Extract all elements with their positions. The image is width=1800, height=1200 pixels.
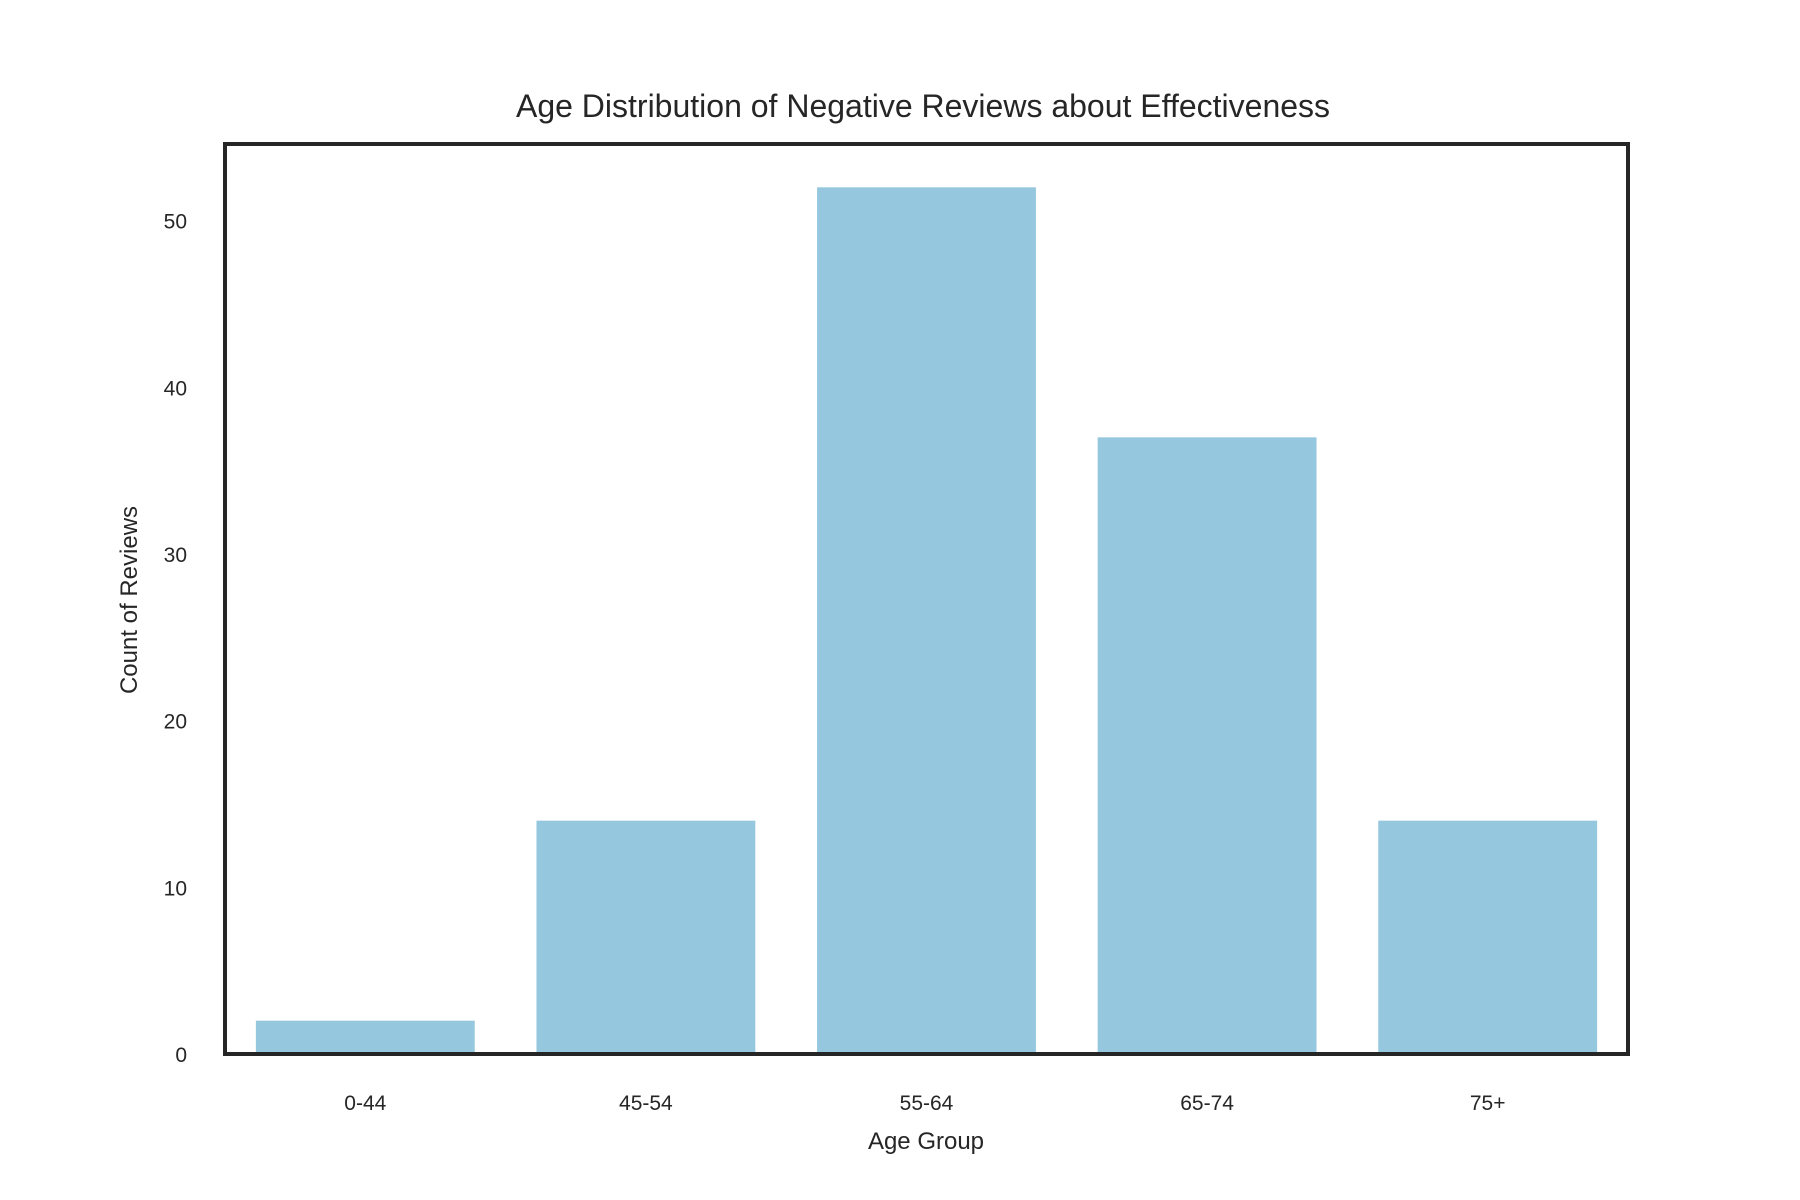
y-tick-label: 20 [164, 711, 187, 734]
y-axis-ticks: 0 10 20 30 40 50 [164, 211, 187, 1067]
y-tick-label: 40 [164, 377, 187, 400]
x-axis-ticks: 0-44 45-54 55-64 65-74 75+ [344, 1092, 1505, 1115]
bar-group [255, 187, 1598, 1055]
x-tick-label: 75+ [1470, 1092, 1506, 1115]
y-tick-label: 10 [164, 877, 187, 900]
y-tick-label: 50 [164, 211, 187, 234]
x-tick-label: 45-54 [619, 1092, 673, 1115]
chart-title: Age Distribution of Negative Reviews abo… [516, 88, 1330, 124]
bar-75+ [1378, 820, 1598, 1054]
x-axis-label: Age Group [868, 1128, 984, 1155]
x-tick-label: 55-64 [900, 1092, 954, 1115]
bar-0-44 [255, 1020, 475, 1054]
bar-65-74 [1097, 437, 1317, 1054]
y-tick-label: 30 [164, 544, 187, 567]
x-tick-label: 0-44 [344, 1092, 386, 1115]
x-tick-label: 65-74 [1180, 1092, 1234, 1115]
bar-55-64 [817, 187, 1036, 1055]
y-axis-label: Count of Reviews [116, 506, 143, 694]
plot-frame [223, 142, 1630, 1056]
bar-45-54 [536, 820, 756, 1054]
y-tick-label: 0 [175, 1044, 187, 1067]
